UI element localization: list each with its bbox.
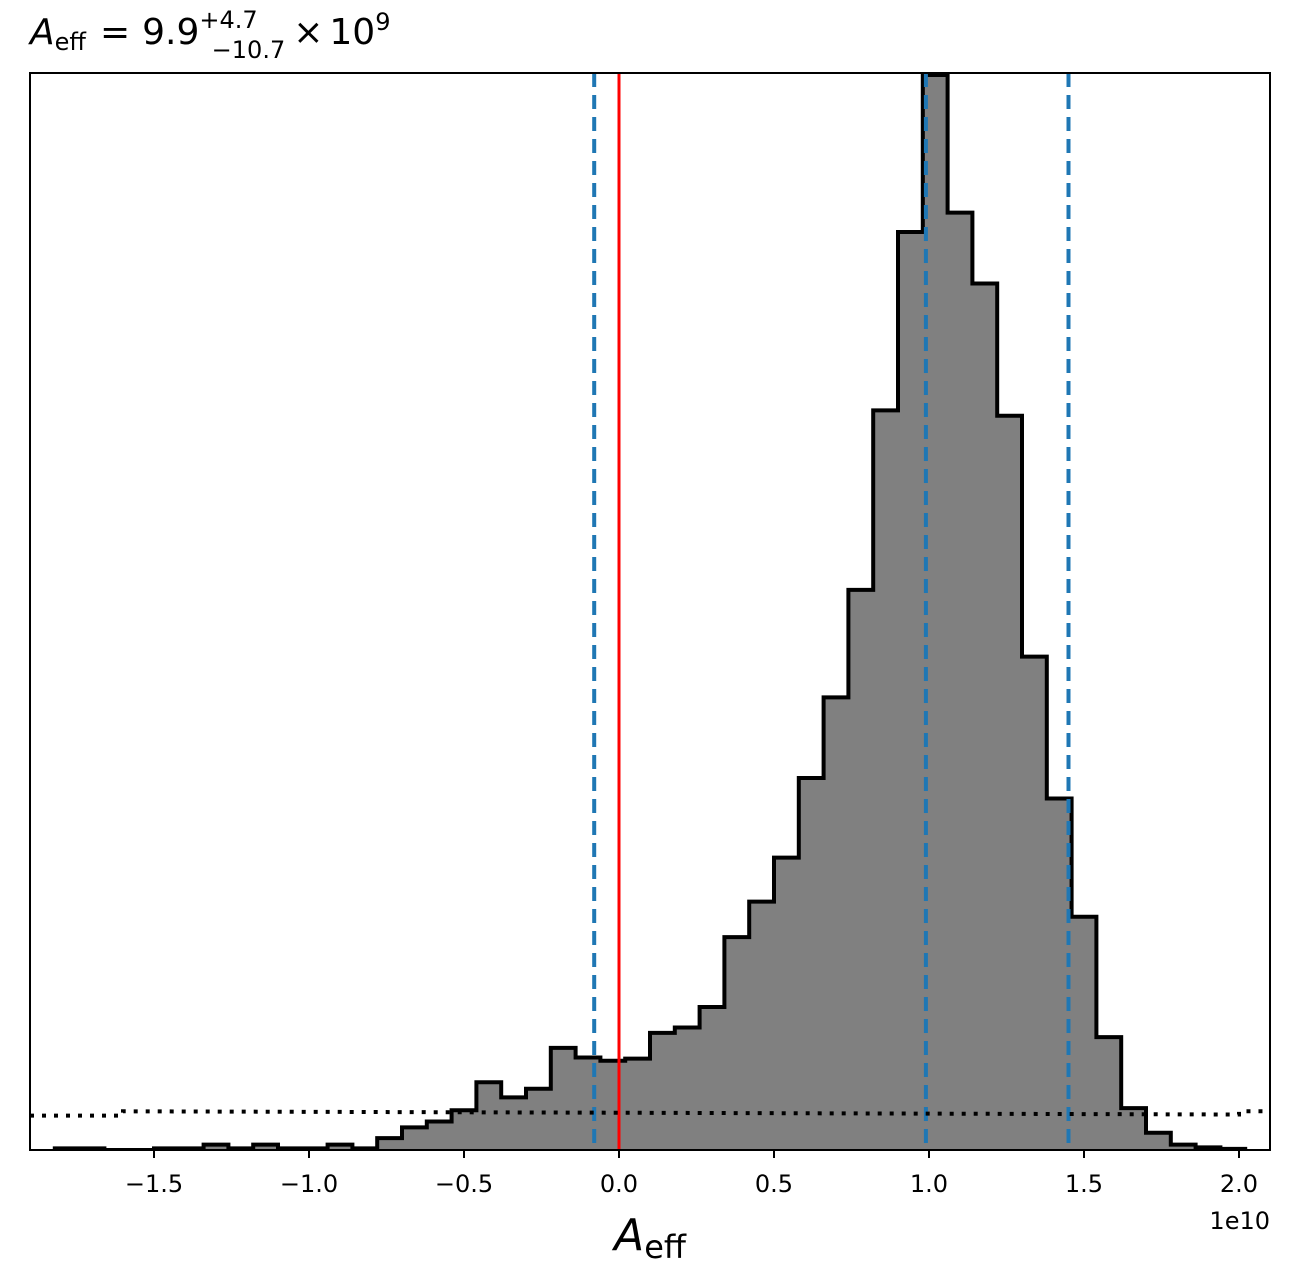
histogram-bar — [823, 697, 849, 1150]
axes-frame — [29, 72, 1271, 1151]
histogram-bar — [426, 1121, 453, 1150]
histogram-bar — [798, 778, 825, 1150]
x-axis-ticks: −1.5 −1.0 −0.5 0.0 0.5 1.0 1.5 2.0 — [125, 1150, 1258, 1198]
histogram-bar — [699, 1007, 725, 1150]
histogram-bar — [774, 857, 800, 1150]
plot-area — [30, 73, 1270, 1150]
histogram-bar — [1071, 916, 1097, 1150]
histogram-bar — [203, 1144, 229, 1150]
histogram-bar — [600, 1060, 626, 1150]
reference-lines — [592, 73, 1071, 1150]
histogram-bar — [451, 1110, 477, 1150]
histogram-bar — [1022, 656, 1048, 1150]
histogram-bar — [526, 1088, 552, 1150]
x-offset-label: 1e10 — [1209, 1207, 1270, 1235]
histogram-bar — [947, 212, 973, 1150]
histogram-bar — [253, 1144, 279, 1150]
x-axis-label: Aeff — [611, 1210, 687, 1266]
histogram-bar — [898, 231, 924, 1150]
histogram-bar — [501, 1097, 527, 1150]
histogram-bar — [1170, 1144, 1197, 1150]
x-tick-label: 2.0 — [1220, 1170, 1258, 1198]
x-tick-label: 1.5 — [1065, 1170, 1103, 1198]
chart-title: Aeff = 9.9+4.7 −10.7 × 109 — [28, 6, 390, 64]
histogram-bar — [724, 937, 750, 1150]
histogram-bar — [550, 1047, 577, 1150]
x-tick-label: −1.5 — [125, 1170, 183, 1198]
x-tick-label: 0.0 — [600, 1170, 638, 1198]
histogram-bar — [625, 1058, 651, 1150]
x-tick-label: 0.5 — [755, 1170, 793, 1198]
x-tick-label: 1.0 — [910, 1170, 948, 1198]
histogram-bar — [997, 415, 1023, 1150]
histogram-bar — [575, 1057, 601, 1150]
x-tick-label: −0.5 — [435, 1170, 493, 1198]
x-tick-label: −1.0 — [280, 1170, 338, 1198]
histogram-bar — [650, 1032, 676, 1150]
histogram-bar — [749, 901, 775, 1150]
histogram-bar — [1096, 1037, 1122, 1150]
histogram-bar — [873, 410, 899, 1150]
histogram-bar — [1146, 1132, 1172, 1150]
histogram-bar — [476, 1082, 502, 1150]
histogram-bar — [972, 283, 998, 1150]
histogram-bar — [674, 1027, 701, 1150]
histogram-bar — [402, 1127, 428, 1150]
histogram-outline — [52, 73, 1248, 1150]
histogram-bar — [327, 1144, 353, 1150]
histogram-bar — [848, 589, 874, 1150]
histogram-bar — [377, 1138, 403, 1150]
